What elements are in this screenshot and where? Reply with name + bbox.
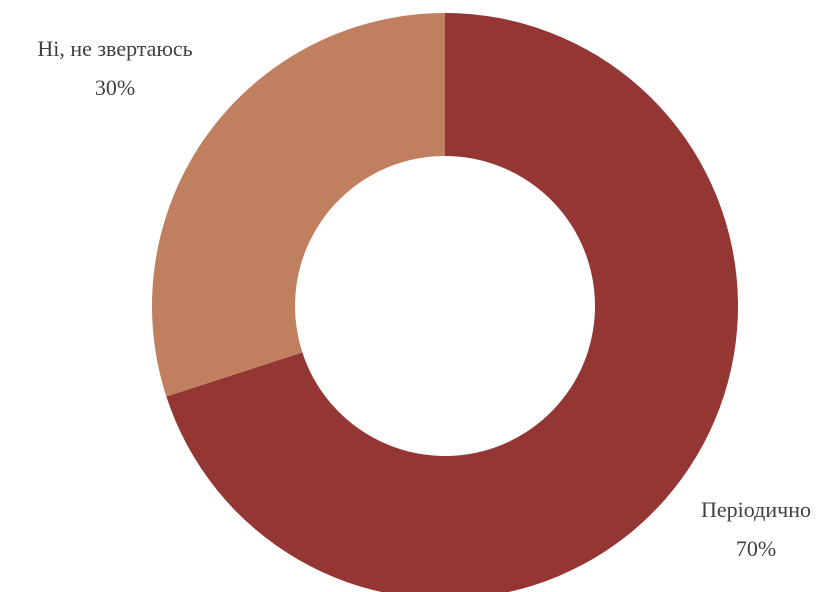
slice-value-nі-ne-zvertayus: 30% [95, 75, 135, 100]
donut-slice-periodychno [166, 13, 738, 592]
slice-label-nі-ne-zvertayus: Ні, не звертаюсь [37, 36, 192, 61]
donut-slices [151, 13, 738, 592]
slice-label-periodychno: Періодично [701, 497, 811, 522]
donut-slice-ni-ne-zvertayus [151, 13, 445, 397]
slice-value-periodychno: 70% [736, 536, 776, 561]
